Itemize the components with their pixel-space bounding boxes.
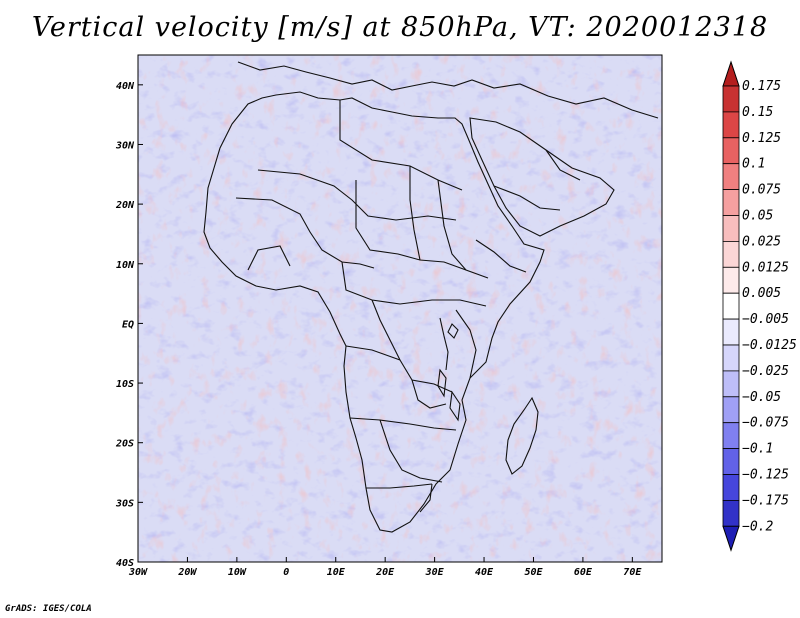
colorbar-min-arrow: [722, 525, 740, 552]
colorbar-segment: [722, 422, 740, 450]
colorbar-label: 0.15: [742, 105, 773, 120]
colorbar-segment: [722, 137, 740, 165]
colorbar-label: −0.2: [742, 519, 773, 534]
colorbar-segment: [722, 85, 740, 113]
colorbar-segment: [722, 292, 740, 320]
y-tick-label: 20S: [115, 439, 134, 450]
colorbar-segment: [722, 499, 740, 527]
colorbar-label: −0.175: [742, 493, 789, 508]
y-tick-label: 30S: [115, 498, 134, 509]
africa-coastline: [203, 91, 545, 533]
x-tick-label: 10E: [327, 567, 346, 578]
colorbar-label: 0.025: [742, 234, 781, 249]
colorbar-label: −0.025: [742, 364, 789, 379]
colorbar-label: 0.0125: [742, 260, 789, 275]
colorbar-label: 0.1: [742, 157, 765, 172]
x-tick-label: 0: [283, 567, 289, 578]
colorbar-max-arrow: [722, 60, 740, 87]
y-tick-label: 10S: [116, 379, 134, 390]
colorbar-label: −0.1: [742, 442, 773, 457]
colorbar-segment: [722, 396, 740, 424]
colorbar-segment: [722, 240, 740, 268]
y-tick-label: 20N: [115, 200, 135, 211]
colorbar-segment: [722, 448, 740, 475]
map-title: Vertical velocity [m/s] at 850hPa, VT: 2…: [31, 12, 769, 43]
arabia-coastline: [469, 117, 615, 237]
y-tick-label: 40N: [116, 81, 135, 92]
x-tick-label: 20W: [177, 567, 197, 578]
colorbar-label: 0.075: [742, 183, 781, 198]
europe-coastline: [237, 61, 659, 119]
colorbar-label: −0.005: [742, 312, 789, 327]
colorbar-segment: [722, 111, 740, 139]
y-tick-label: 10N: [116, 260, 135, 271]
madagascar-coastline: [505, 396, 539, 475]
colorbar-label: 0.125: [742, 131, 781, 146]
colorbar-label: −0.0125: [742, 338, 797, 353]
colorbar-label: −0.125: [742, 468, 789, 483]
colorbar: 0.175 0.15 0.125 0.1 0.075 0.05 0.025 0.0125 0.0…: [722, 60, 797, 552]
x-tick-label: 50E: [524, 567, 543, 578]
colorbar-label: 0.05: [742, 209, 773, 224]
x-tick-label: 60E: [574, 567, 593, 578]
colorbar-segment: [722, 266, 740, 294]
plot-frame: [137, 54, 663, 563]
y-axis: 40N 30N 20N 10N EQ 10S 20S 30S 40S: [115, 81, 143, 569]
colorbar-segment: [722, 318, 740, 346]
x-tick-label: 20E: [375, 567, 395, 578]
colorbar-label: −0.05: [742, 390, 781, 405]
colorbar-segment: [722, 215, 740, 242]
x-tick-label: 10W: [228, 567, 247, 578]
y-tick-label: 30N: [115, 140, 135, 151]
colorbar-segment: [722, 163, 740, 190]
x-axis: 30W 20W 10W 0 10E 20E 30E 40E 50E 60E 70E: [128, 557, 642, 578]
y-tick-label: 40S: [116, 558, 134, 569]
colorbar-label: −0.075: [742, 416, 789, 431]
country-boundaries: [203, 61, 659, 533]
x-tick-label: 30E: [425, 567, 445, 578]
colorbar-label: 0.175: [742, 79, 781, 94]
colorbar-segment: [722, 370, 740, 398]
y-tick-label: EQ: [122, 319, 134, 330]
x-tick-label: 30W: [128, 567, 148, 578]
velocity-noise-field: [138, 55, 662, 562]
colorbar-segment: [722, 344, 740, 372]
credit-text: GrADS: IGES/COLA: [5, 604, 92, 614]
x-tick-label: 40E: [475, 567, 494, 578]
x-tick-label: 70E: [623, 567, 642, 578]
colorbar-segment: [722, 189, 740, 216]
colorbar-label: 0.005: [742, 286, 781, 301]
colorbar-segment: [722, 474, 740, 501]
